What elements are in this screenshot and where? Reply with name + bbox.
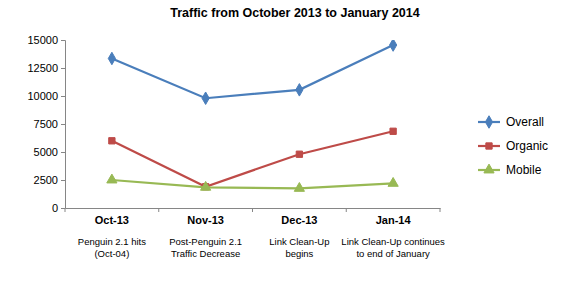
legend-marker xyxy=(484,164,494,173)
y-tick: 15000 xyxy=(27,34,65,46)
legend: Overall Organic Mobile xyxy=(478,115,548,177)
legend-marker xyxy=(486,143,492,149)
annotation: Penguin 2.1 hits xyxy=(78,236,146,247)
x-tick-label: Nov-13 xyxy=(187,214,224,226)
y-tick-mark xyxy=(61,152,65,153)
annotation: Link Clean-Up continues xyxy=(341,236,445,247)
series-line xyxy=(112,45,393,98)
x-tick-label: Dec-13 xyxy=(281,214,317,226)
series-marker xyxy=(390,40,397,51)
x-tick: Nov-13 xyxy=(187,208,224,226)
y-tick-label: 2500 xyxy=(34,174,58,186)
y-tick-label: 5000 xyxy=(34,146,58,158)
y-tick-mark xyxy=(61,96,65,97)
series-line xyxy=(112,180,393,188)
x-tick-label: Oct-13 xyxy=(95,214,129,226)
series-marker xyxy=(202,92,209,104)
y-tick-label: 15000 xyxy=(27,34,58,46)
annotation: Link Clean-Up xyxy=(269,236,329,247)
y-tick-mark xyxy=(61,208,65,209)
annotation: (Oct-04) xyxy=(94,248,129,259)
y-tick-mark xyxy=(61,180,65,181)
x-tick: Oct-13 xyxy=(95,208,129,226)
series-marker xyxy=(108,52,115,64)
series-marker xyxy=(201,181,211,190)
chart: Traffic from October 2013 to January 201… xyxy=(0,0,564,288)
y-tick: 10000 xyxy=(27,90,65,102)
x-separator xyxy=(158,208,159,212)
annotation: to end of January xyxy=(356,248,430,259)
legend-label: Mobile xyxy=(506,163,542,177)
legend-label: Organic xyxy=(506,139,548,153)
x-separator xyxy=(65,208,66,212)
x-tick: Dec-13 xyxy=(281,208,317,226)
y-tick: 0 xyxy=(52,202,65,214)
series-marker xyxy=(107,174,117,183)
y-tick-mark xyxy=(61,68,65,69)
y-tick-mark xyxy=(61,124,65,125)
series-marker xyxy=(294,183,304,192)
y-tick-label: 7500 xyxy=(34,118,58,130)
series-marker xyxy=(296,151,302,157)
y-tick-label: 0 xyxy=(52,202,58,214)
series-marker xyxy=(296,84,303,96)
y-axis-line xyxy=(61,41,66,209)
legend-label: Overall xyxy=(506,115,544,129)
series-marker xyxy=(390,128,396,134)
plot xyxy=(107,40,398,191)
title: Traffic from October 2013 to January 201… xyxy=(170,6,419,20)
legend-marker xyxy=(485,116,492,128)
x-tick: Jan-14 xyxy=(376,208,412,226)
series-line xyxy=(112,131,393,186)
y-tick-mark xyxy=(61,40,65,41)
y-tick-label: 10000 xyxy=(27,90,58,102)
x-separator xyxy=(440,208,441,212)
y-axis: 0 2500 5000 7500 10000 12500 15000 xyxy=(27,34,65,214)
y-tick-label: 12500 xyxy=(27,62,58,74)
series-marker xyxy=(109,138,115,144)
y-tick: 5000 xyxy=(34,146,65,158)
annotation: begins xyxy=(285,248,313,259)
x-separator xyxy=(252,208,253,212)
annotation: Post-Penguin 2.1 xyxy=(169,236,242,247)
x-tick-label: Jan-14 xyxy=(376,214,412,226)
y-tick: 7500 xyxy=(34,118,65,130)
y-tick: 2500 xyxy=(34,174,65,186)
x-separator xyxy=(346,208,347,212)
y-tick: 12500 xyxy=(27,62,65,74)
annotation: Traffic Decrease xyxy=(171,248,240,259)
x-axis: Oct-13 Nov-13 Dec-13 Jan-14 xyxy=(66,208,441,226)
series-marker xyxy=(388,177,398,186)
